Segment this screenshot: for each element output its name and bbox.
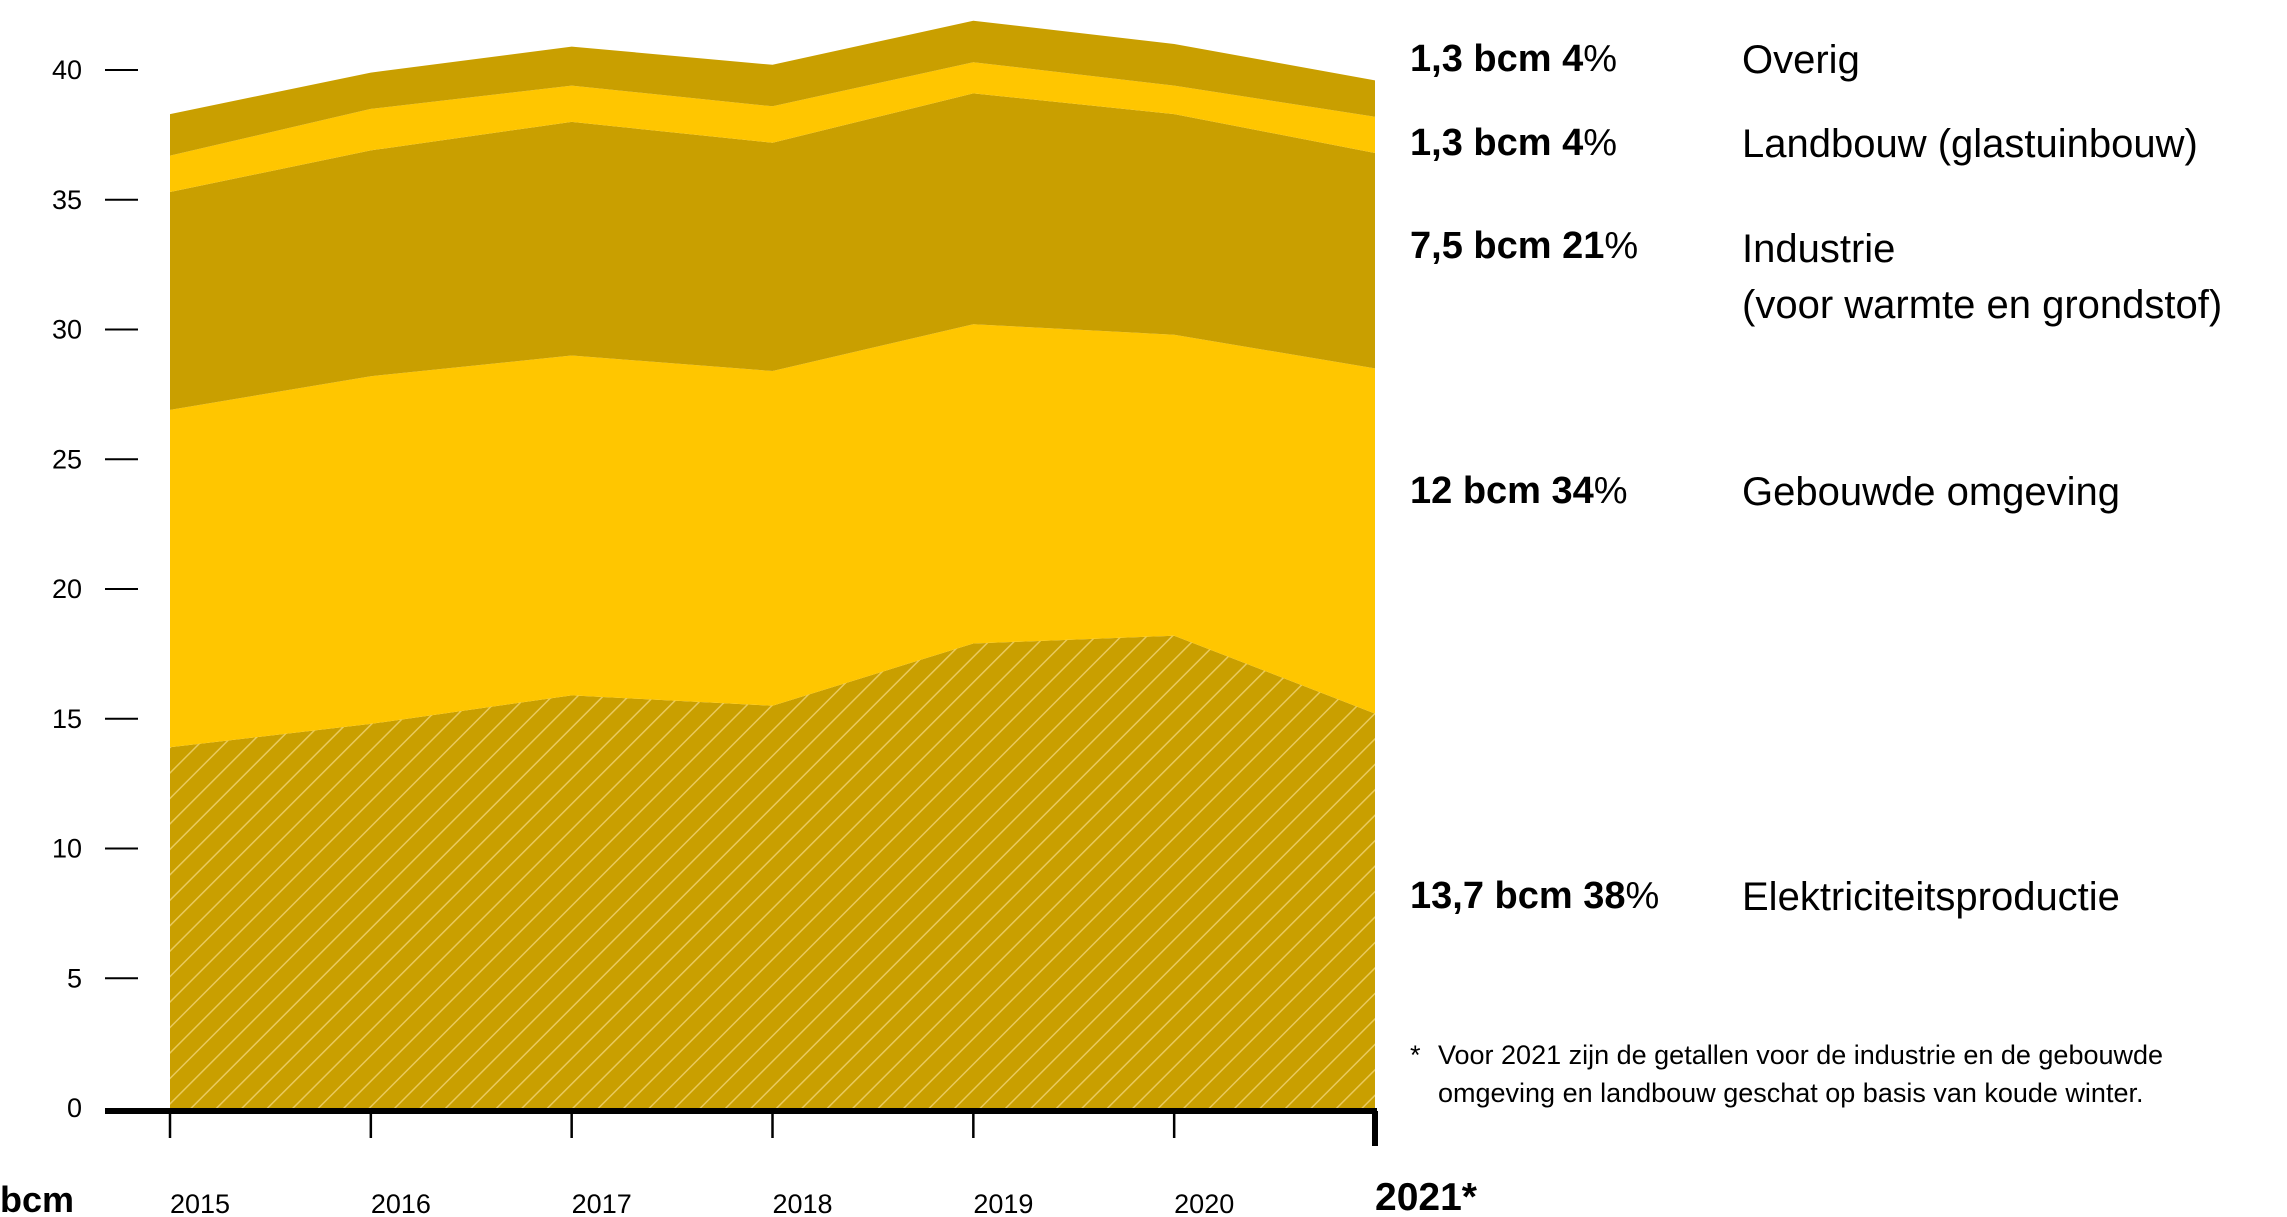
legend-series-name: Gebouwde omgeving: [1742, 470, 2121, 514]
y-tick-label: 10: [52, 834, 82, 864]
legend-series-name: Elektriciteitsproductie: [1742, 875, 2120, 919]
footnote-marker: *: [1410, 1040, 1421, 1070]
legend-value: 13,7 bcm 38%: [1410, 875, 1660, 917]
x-tick-label: 2018: [773, 1189, 833, 1217]
y-tick-label: 20: [52, 574, 82, 604]
y-tick-label: 30: [52, 315, 82, 345]
legend-value: 1,3 bcm 4%: [1410, 38, 1618, 80]
y-tick-label: 5: [67, 963, 82, 993]
legend-series-name: Landbouw (glastuinbouw): [1742, 122, 2198, 166]
legend-series-name: Industrie (voor warmte en grondstof): [1742, 227, 2223, 327]
x-tick-label: 2020: [1174, 1189, 1234, 1217]
y-axis-unit-label: bcm: [0, 1179, 74, 1217]
legend-value: 12 bcm 34%: [1410, 470, 1628, 512]
area-gebouwde-omgeving: [170, 324, 1375, 748]
x-tick-label: 2017: [572, 1189, 632, 1217]
x-tick-label: 2015: [170, 1189, 230, 1217]
x-tick-label: 2021*: [1375, 1176, 1478, 1217]
area-landbouw-glastuinbouw: [170, 62, 1375, 193]
x-tick-label: 2019: [973, 1189, 1033, 1217]
y-tick-label: 25: [52, 444, 82, 474]
axes: 0 5 10 15 20 25 30 35 40 2015 2016 2017 2018 2019 2020…: [0, 55, 1478, 1217]
area-overig: [170, 20, 1375, 156]
y-tick-label: 15: [52, 704, 82, 734]
area-industrie: [170, 93, 1375, 410]
footnote-line-1: Voor 2021 zijn de getallen voor de indus…: [1438, 1040, 2164, 1070]
legend-value: 7,5 bcm 21%: [1410, 225, 1639, 267]
legend-value: 1,3 bcm 4%: [1410, 122, 1618, 164]
y-tick-label: 35: [52, 185, 82, 215]
legend-series-name: Overig: [1742, 38, 1860, 82]
y-tick-label: 40: [52, 55, 82, 85]
footnote-line-2: omgeving en landbouw geschat op basis va…: [1438, 1078, 2144, 1108]
x-tick-label: 2016: [371, 1189, 431, 1217]
area-elektriciteitsproductie: [170, 635, 1375, 1108]
areas-layer: [170, 20, 1375, 1108]
y-tick-label: 0: [67, 1093, 82, 1123]
